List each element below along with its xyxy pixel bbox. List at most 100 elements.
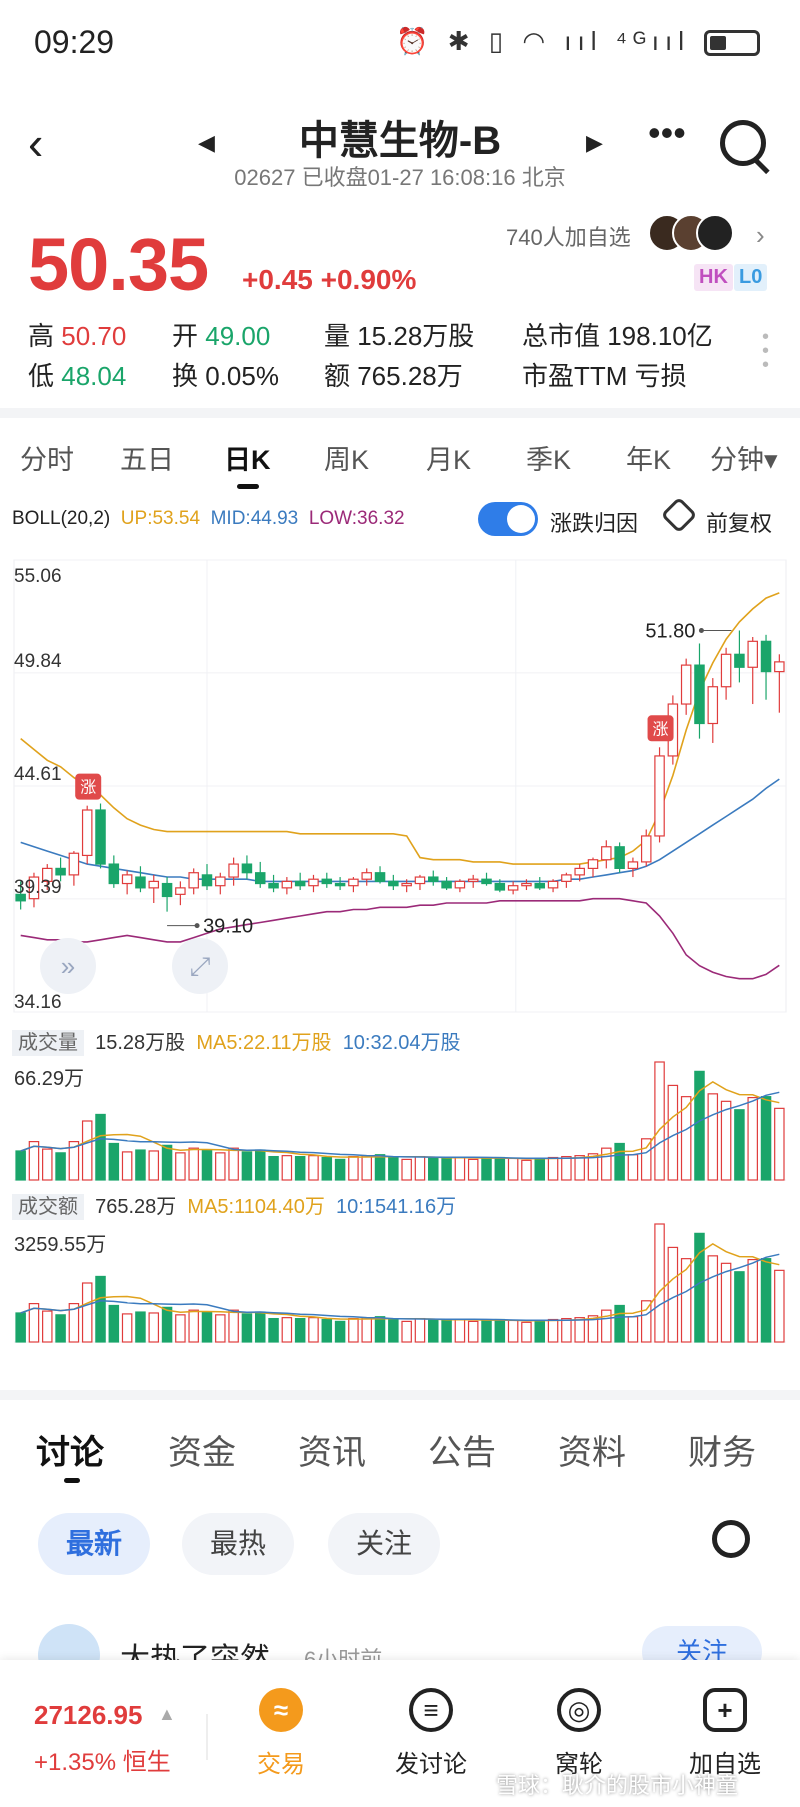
- more-stats-icon[interactable]: • • •: [762, 326, 770, 376]
- tab-daily-k[interactable]: 日K: [224, 445, 271, 475]
- volume-bar: [334, 1158, 346, 1181]
- amount-bar: [108, 1304, 120, 1343]
- tab-quarterly-k[interactable]: 季K: [526, 445, 572, 475]
- nav-warrant[interactable]: ◎ 窝轮: [524, 1688, 634, 1779]
- amount-bar: [534, 1319, 546, 1343]
- candle-body: [334, 882, 346, 887]
- tab-monthly-k[interactable]: 月K: [426, 445, 472, 475]
- fullscreen-icon[interactable]: ⤢: [172, 938, 228, 994]
- volume-bar: [467, 1158, 479, 1181]
- nav-trade[interactable]: ≈ 交易: [226, 1688, 336, 1779]
- refresh-icon[interactable]: [712, 1520, 750, 1558]
- tab-minute[interactable]: 分钟▾: [710, 445, 778, 475]
- candle-body: [148, 880, 160, 889]
- adjust-hexagon-icon[interactable]: [660, 496, 698, 534]
- volume-bar: [654, 1061, 665, 1181]
- back-chevron-left-icon[interactable]: ‹: [28, 117, 44, 169]
- volume-bar: [667, 1084, 679, 1181]
- amount-bar: [348, 1317, 359, 1343]
- volume-bar: [587, 1153, 599, 1181]
- kline-chart[interactable]: 55.0649.8444.6139.3934.1651.8039.10涨涨202…: [0, 540, 800, 1360]
- volume-bar: [175, 1152, 186, 1181]
- volume-bar: [414, 1155, 426, 1181]
- volume-bar: [348, 1155, 359, 1181]
- tab-capital[interactable]: 资金: [168, 1434, 236, 1472]
- amount-bar: [654, 1223, 665, 1343]
- adjust-label[interactable]: 前复权: [706, 511, 773, 536]
- nav-add-watchlist[interactable]: + 加自选: [670, 1688, 780, 1779]
- stat-turnover: 换 0.05%: [172, 361, 279, 391]
- amount-bar: [614, 1304, 625, 1343]
- tab-yearly-k[interactable]: 年K: [626, 445, 672, 475]
- candle-body: [481, 878, 492, 885]
- volume-bar: [188, 1147, 199, 1181]
- candle-body: [760, 640, 772, 673]
- volume-bar: [494, 1156, 506, 1181]
- next-stock-icon[interactable]: ▶: [586, 130, 603, 155]
- candle-body: [15, 893, 26, 902]
- watcher-avatars[interactable]: [648, 214, 740, 252]
- volume-bar: [135, 1149, 146, 1181]
- volume-bar: [374, 1154, 386, 1181]
- more-icon[interactable]: •••: [648, 112, 686, 153]
- event-tag-label: 涨: [653, 719, 669, 738]
- tab-discussion[interactable]: 讨论: [36, 1434, 104, 1472]
- nav-discuss[interactable]: ≡ 发讨论: [376, 1688, 486, 1779]
- watchers-count[interactable]: 740人加自选: [506, 225, 631, 250]
- filter-hot[interactable]: 最热: [182, 1513, 295, 1575]
- amount-bar: [467, 1320, 479, 1343]
- tab-weekly-k[interactable]: 周K: [324, 445, 370, 475]
- candle-body: [42, 867, 53, 882]
- index-value[interactable]: 27126.95: [34, 1700, 143, 1730]
- volume-bar: [547, 1156, 559, 1181]
- tab-intraday[interactable]: 分时: [20, 445, 74, 475]
- amount-bar: [268, 1317, 279, 1343]
- amount-bar: [175, 1314, 186, 1343]
- chevron-right-icon[interactable]: ›: [756, 220, 765, 250]
- high-marker-label: 51.80: [645, 621, 695, 643]
- active-tab-indicator: [237, 484, 259, 489]
- candle-body: [574, 867, 585, 876]
- nav-label: 窝轮: [555, 1751, 603, 1778]
- amount-bar: [188, 1309, 199, 1343]
- y-tick-label: 49.84: [14, 651, 62, 672]
- candle-body: [720, 653, 732, 688]
- volume-bar: [680, 1096, 692, 1181]
- event-tag: [647, 715, 674, 742]
- tab-profile[interactable]: 资料: [558, 1434, 626, 1472]
- boll-mid: MID:44.93: [210, 508, 299, 529]
- filter-latest[interactable]: 最新: [38, 1513, 151, 1575]
- tab-financials[interactable]: 财务: [688, 1434, 756, 1472]
- index-change[interactable]: +1.35% 恒生: [34, 1749, 171, 1776]
- candle-body: [640, 835, 652, 863]
- amount-value: 765.28万: [95, 1196, 177, 1218]
- tab-news[interactable]: 资讯: [298, 1434, 366, 1472]
- amount-bar: [95, 1275, 106, 1343]
- search-icon[interactable]: [720, 120, 766, 166]
- expand-forward-icon[interactable]: »: [40, 938, 96, 994]
- candle-body: [228, 863, 239, 878]
- amount-bar: [521, 1321, 532, 1343]
- filter-following[interactable]: 关注: [328, 1513, 441, 1575]
- stat-high: 高 50.70: [28, 321, 127, 351]
- volume-bar: [121, 1151, 133, 1181]
- volume-bar: [428, 1156, 439, 1181]
- level-badge: L0: [734, 264, 768, 291]
- volume-bar: [454, 1156, 466, 1181]
- amount-label: 成交额: [12, 1194, 84, 1220]
- amount-bar: [42, 1310, 53, 1343]
- candle-body: [694, 664, 705, 725]
- tab-announcements[interactable]: 公告: [428, 1434, 496, 1472]
- candle-body: [707, 686, 719, 725]
- volume-bar: [640, 1138, 652, 1181]
- volume-bar: [55, 1152, 66, 1181]
- tab-5day[interactable]: 五日: [120, 445, 174, 475]
- volume-bar: [734, 1109, 745, 1181]
- attribution-toggle[interactable]: [478, 502, 538, 536]
- prev-stock-icon[interactable]: ◀: [198, 130, 215, 155]
- amount-bar: [640, 1300, 652, 1343]
- index-up-arrow-icon: ▲: [158, 1704, 176, 1724]
- amount-bar: [148, 1312, 160, 1343]
- boll-legend[interactable]: BOLL(20,2) UP:53.54 MID:44.93 LOW:36.32: [12, 508, 405, 530]
- volume-bar: [774, 1107, 785, 1181]
